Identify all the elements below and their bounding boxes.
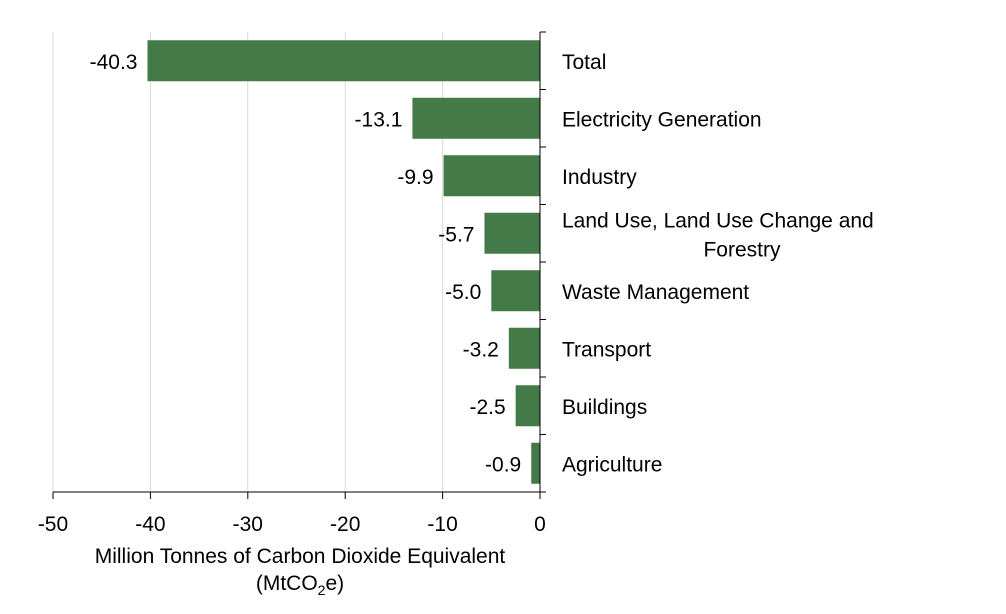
x-axis-title-line1: Million Tonnes of Carbon Dioxide Equival… — [94, 545, 506, 568]
x-tick-label: -50 — [38, 513, 68, 536]
x-tick-label: -20 — [330, 513, 360, 536]
category-label: Electricity Generation — [562, 108, 762, 131]
bar — [531, 442, 540, 484]
bar — [484, 212, 540, 254]
data-label: -13.1 — [355, 108, 403, 131]
x-axis-title: Million Tonnes of Carbon Dioxide Equival… — [40, 543, 560, 604]
category-label: Industry — [562, 166, 637, 189]
data-label: -3.2 — [463, 338, 499, 361]
x-axis-title-line2: (MtCO2e) — [255, 572, 345, 599]
data-label: -9.9 — [397, 166, 433, 189]
data-label: -2.5 — [469, 396, 505, 419]
x-tick-label: -30 — [233, 513, 263, 536]
category-label: Waste Management — [562, 281, 749, 304]
x-tick-label: 0 — [534, 513, 546, 536]
category-label: Agriculture — [562, 453, 662, 476]
bar — [412, 97, 540, 139]
bar — [508, 327, 540, 369]
bar — [147, 40, 540, 82]
category-label: Transport — [562, 338, 651, 361]
data-label: -5.7 — [438, 223, 474, 246]
bar — [443, 155, 540, 197]
data-label: -5.0 — [445, 281, 481, 304]
x-tick-label: -40 — [135, 513, 165, 536]
bar — [515, 385, 540, 427]
category-label: Land Use, Land Use Change and Forestry — [562, 209, 874, 261]
bar — [491, 270, 540, 312]
data-label: -40.3 — [90, 51, 138, 74]
category-label: Buildings — [562, 396, 647, 419]
x-tick-label: -10 — [427, 513, 457, 536]
data-label: -0.9 — [485, 453, 521, 476]
category-label: Total — [562, 51, 606, 74]
